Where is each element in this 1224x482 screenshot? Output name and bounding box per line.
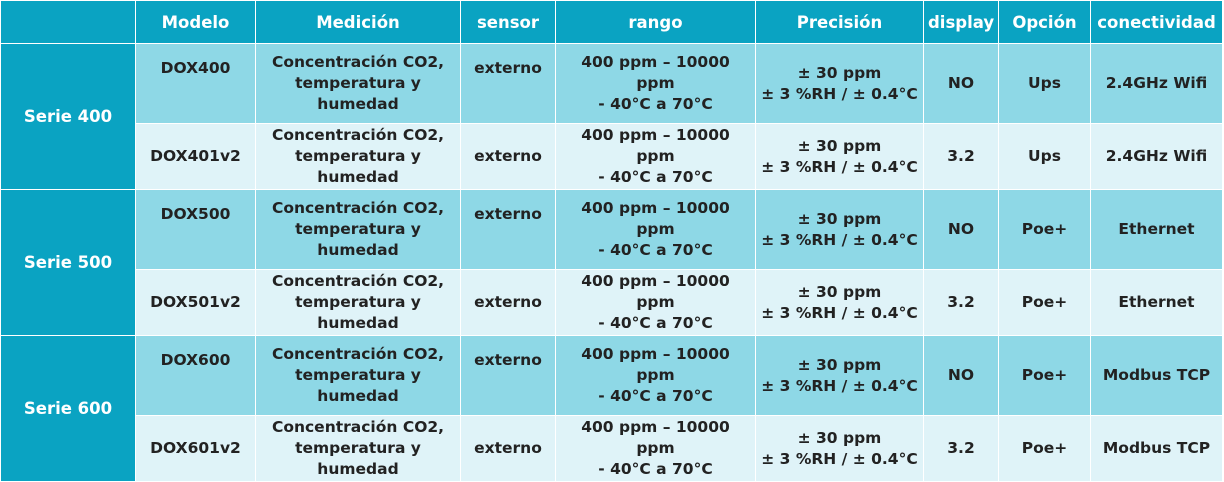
header-display: display (923, 0, 999, 44)
display-cell: 3.2 (923, 415, 999, 482)
table-row: DOX401v2 Concentración CO2, temperatura … (1, 123, 1223, 190)
precision-line: ± 30 ppm (797, 282, 882, 301)
option-cell: Poe+ (998, 415, 1091, 482)
header-opcion: Opción (998, 0, 1091, 44)
precision-line: ± 30 ppm (797, 209, 882, 228)
display-cell: NO (923, 335, 999, 416)
connectivity-cell: Modbus TCP (1090, 335, 1223, 416)
precision-cell: ± 30 ppm ± 3 %RH / ± 0.4°C (755, 123, 924, 190)
precision-line: ± 3 %RH / ± 0.4°C (761, 84, 918, 103)
display-cell: 3.2 (923, 123, 999, 190)
option-cell: Ups (998, 43, 1091, 124)
connectivity-cell: 2.4GHz Wifi (1090, 123, 1223, 190)
measurement-cell: Concentración CO2, temperatura y humedad (255, 335, 461, 416)
header-medicion: Medición (255, 0, 461, 44)
range-line: 400 ppm – 10000 ppm (581, 418, 730, 457)
range-line: - 40°C a 70°C (598, 314, 713, 332)
option-cell: Ups (998, 123, 1091, 190)
sensor-cell: externo (460, 43, 556, 124)
range-cell: 400 ppm – 10000 ppm - 40°C a 70°C (555, 189, 756, 270)
precision-line: ± 30 ppm (797, 136, 882, 155)
range-cell: 400 ppm – 10000 ppm - 40°C a 70°C (555, 269, 756, 336)
range-line: - 40°C a 70°C (598, 241, 713, 259)
model-cell: DOX401v2 (135, 123, 256, 190)
connectivity-cell: 2.4GHz Wifi (1090, 43, 1223, 124)
precision-cell: ± 30 ppm ± 3 %RH / ± 0.4°C (755, 415, 924, 482)
table-row: DOX601v2 Concentración CO2, temperatura … (1, 415, 1223, 482)
sensor-cell: externo (460, 189, 556, 270)
precision-line: ± 30 ppm (797, 355, 882, 374)
table-row: DOX501v2 Concentración CO2, temperatura … (1, 269, 1223, 336)
range-line: 400 ppm – 10000 ppm (581, 126, 730, 165)
measurement-cell: Concentración CO2, temperatura y humedad (255, 269, 461, 336)
range-line: 400 ppm – 10000 ppm (581, 345, 730, 384)
precision-line: ± 3 %RH / ± 0.4°C (761, 449, 918, 468)
precision-line: ± 30 ppm (797, 428, 882, 447)
model-cell: DOX500 (135, 189, 256, 270)
range-line: 400 ppm – 10000 ppm (581, 53, 730, 92)
display-cell: NO (923, 43, 999, 124)
model-cell: DOX600 (135, 335, 256, 416)
precision-cell: ± 30 ppm ± 3 %RH / ± 0.4°C (755, 189, 924, 270)
range-line: - 40°C a 70°C (598, 387, 713, 405)
measurement-cell: Concentración CO2, temperatura y humedad (255, 123, 461, 190)
display-cell: NO (923, 189, 999, 270)
option-cell: Poe+ (998, 335, 1091, 416)
header-rango: rango (555, 0, 756, 44)
measurement-cell: Concentración CO2, temperatura y humedad (255, 415, 461, 482)
table-row: Serie 500 DOX500 Concentración CO2, temp… (0, 189, 1223, 336)
range-line: - 40°C a 70°C (598, 168, 713, 186)
series-cell: Serie 500 (0, 189, 136, 336)
precision-line: ± 30 ppm (797, 63, 882, 82)
sensor-cell: externo (460, 415, 556, 482)
sensor-cell: externo (460, 123, 556, 190)
header-row: Modelo Medición sensor rango Precisión d… (0, 0, 1223, 44)
header-modelo: Modelo (135, 0, 256, 44)
header-sensor: sensor (460, 0, 556, 44)
precision-line: ± 3 %RH / ± 0.4°C (761, 303, 918, 322)
header-conectividad: conectividad (1090, 0, 1223, 44)
model-cell: DOX400 (135, 43, 256, 124)
table-row: Serie 400 DOX400 Concentración CO2, temp… (0, 43, 1223, 190)
option-cell: Poe+ (998, 269, 1091, 336)
option-cell: Poe+ (998, 189, 1091, 270)
precision-cell: ± 30 ppm ± 3 %RH / ± 0.4°C (755, 269, 924, 336)
range-cell: 400 ppm – 10000 ppm - 40°C a 70°C (555, 123, 756, 190)
range-cell: 400 ppm – 10000 ppm - 40°C a 70°C (555, 335, 756, 416)
display-cell: 3.2 (923, 269, 999, 336)
sensor-cell: externo (460, 269, 556, 336)
precision-cell: ± 30 ppm ± 3 %RH / ± 0.4°C (755, 43, 924, 124)
connectivity-cell: Modbus TCP (1090, 415, 1223, 482)
range-line: 400 ppm – 10000 ppm (581, 272, 730, 311)
model-cell: DOX501v2 (135, 269, 256, 336)
connectivity-cell: Ethernet (1090, 269, 1223, 336)
table-row: Serie 600 DOX600 Concentración CO2, temp… (0, 335, 1223, 482)
precision-cell: ± 30 ppm ± 3 %RH / ± 0.4°C (755, 335, 924, 416)
precision-line: ± 3 %RH / ± 0.4°C (761, 376, 918, 395)
header-precision: Precisión (755, 0, 924, 44)
header-corner (0, 0, 136, 44)
precision-line: ± 3 %RH / ± 0.4°C (761, 230, 918, 249)
connectivity-cell: Ethernet (1090, 189, 1223, 270)
range-line: - 40°C a 70°C (598, 95, 713, 113)
series-cell: Serie 600 (0, 335, 136, 482)
measurement-cell: Concentración CO2, temperatura y humedad (255, 43, 461, 124)
range-line: 400 ppm – 10000 ppm (581, 199, 730, 238)
precision-line: ± 3 %RH / ± 0.4°C (761, 157, 918, 176)
range-cell: 400 ppm – 10000 ppm - 40°C a 70°C (555, 43, 756, 124)
measurement-cell: Concentración CO2, temperatura y humedad (255, 189, 461, 270)
model-cell: DOX601v2 (135, 415, 256, 482)
series-cell: Serie 400 (0, 43, 136, 190)
sensor-cell: externo (460, 335, 556, 416)
range-line: - 40°C a 70°C (598, 460, 713, 478)
range-cell: 400 ppm – 10000 ppm - 40°C a 70°C (555, 415, 756, 482)
